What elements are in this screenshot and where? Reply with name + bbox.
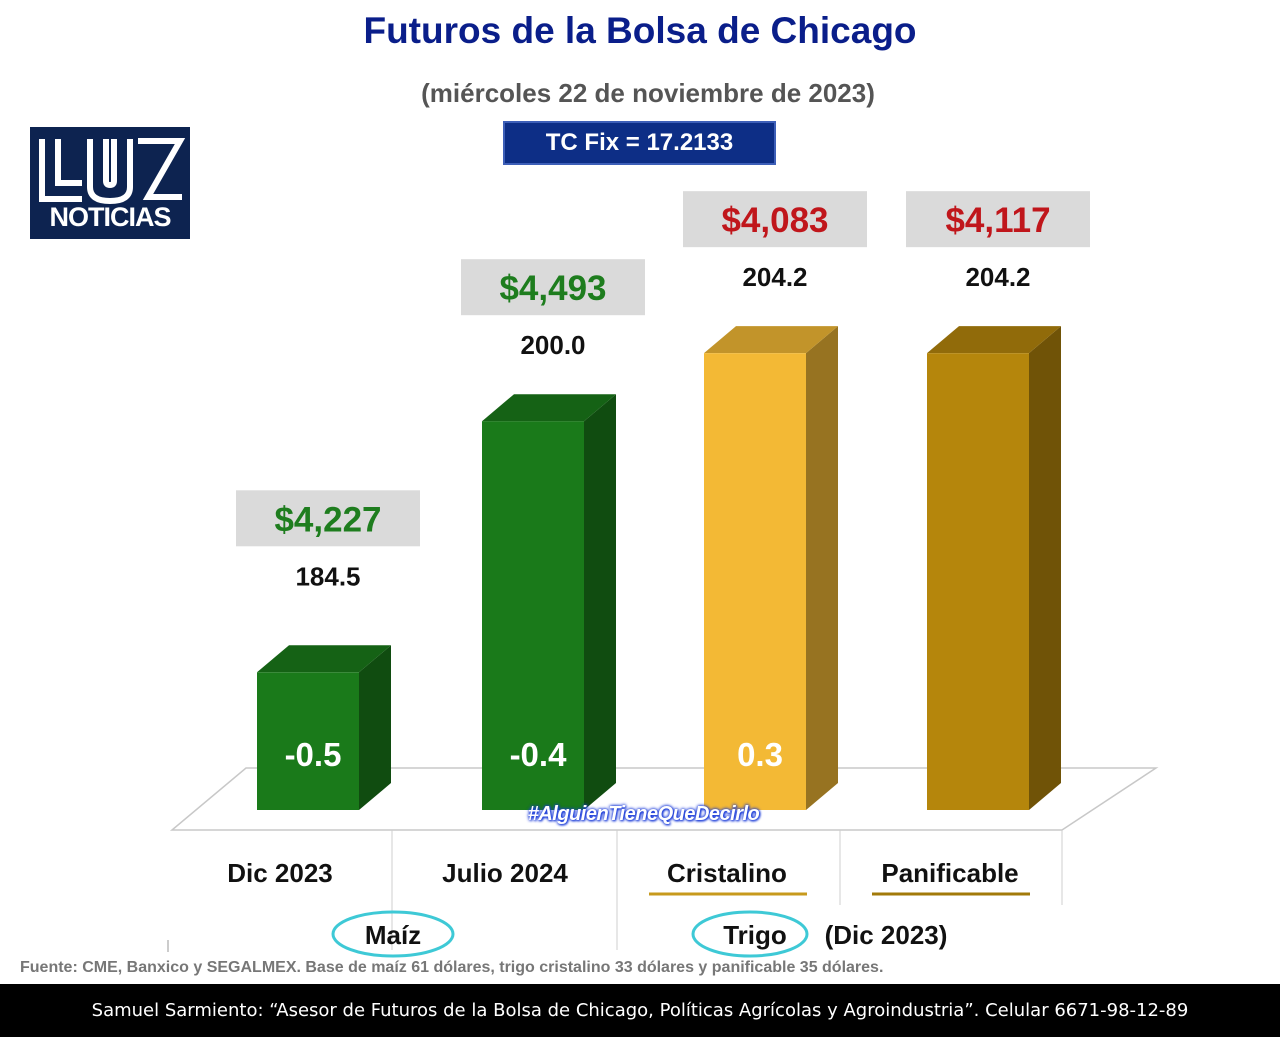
category-label: Panificable — [881, 858, 1018, 888]
chart-title: Futuros de la Bolsa de Chicago — [363, 10, 917, 51]
bar-side — [359, 645, 391, 810]
bar — [257, 672, 359, 810]
value-label: 200.0 — [520, 330, 585, 360]
price-box — [906, 191, 1090, 248]
price-label: $4,493 — [499, 269, 606, 308]
change-label: -0.5 — [285, 736, 342, 773]
logo-noticias-text: NOTICIAS — [49, 202, 171, 232]
price-box — [461, 259, 645, 316]
price-label: $4,227 — [274, 500, 381, 539]
group-label-maiz: Maíz — [365, 920, 421, 950]
chart-floor — [169, 767, 1159, 831]
bar-side — [584, 394, 616, 810]
price-label: $4,083 — [721, 201, 828, 240]
bar-top — [257, 645, 391, 673]
luz-logo-letters — [39, 138, 186, 205]
change-label: -0.4 — [510, 736, 568, 773]
change-label: 0.3 — [737, 736, 783, 773]
luz-noticias-logo: NOTICIAS — [30, 127, 190, 239]
bar — [704, 353, 806, 810]
bar-top — [482, 394, 616, 422]
group-circle — [331, 910, 455, 958]
value-label: 204.2 — [742, 262, 807, 292]
bar — [927, 353, 1029, 810]
group-label-suffix: (Dic 2023) — [825, 920, 948, 950]
price-box — [236, 490, 420, 547]
exchange-rate-badge: TC Fix = 17.2133 — [503, 121, 776, 165]
bar-top — [704, 326, 838, 354]
bar-top — [927, 326, 1061, 354]
hashtag-watermark: #AlguienTieneQueDecirlo — [527, 803, 760, 825]
category-label: Dic 2023 — [227, 858, 333, 888]
bar-side — [1029, 326, 1061, 810]
group-label-trigo: Trigo — [723, 920, 787, 950]
value-label: 204.2 — [965, 262, 1030, 292]
bar — [482, 421, 584, 810]
category-label: Cristalino — [667, 858, 787, 888]
source-note: Fuente: CME, Banxico y SEGALMEX. Base de… — [20, 959, 884, 976]
bar-side — [806, 326, 838, 810]
footer-bar: Samuel Sarmiento: “Asesor de Futuros de … — [0, 984, 1280, 1037]
price-label: $4,117 — [945, 201, 1050, 240]
footer-text: Samuel Sarmiento: “Asesor de Futuros de … — [91, 1000, 1189, 1021]
category-label: Julio 2024 — [442, 858, 568, 888]
value-label: 184.5 — [295, 561, 360, 591]
group-circle — [691, 910, 809, 958]
price-box — [683, 191, 867, 248]
chart-subtitle: (miércoles 22 de noviembre de 2023) — [421, 78, 875, 108]
